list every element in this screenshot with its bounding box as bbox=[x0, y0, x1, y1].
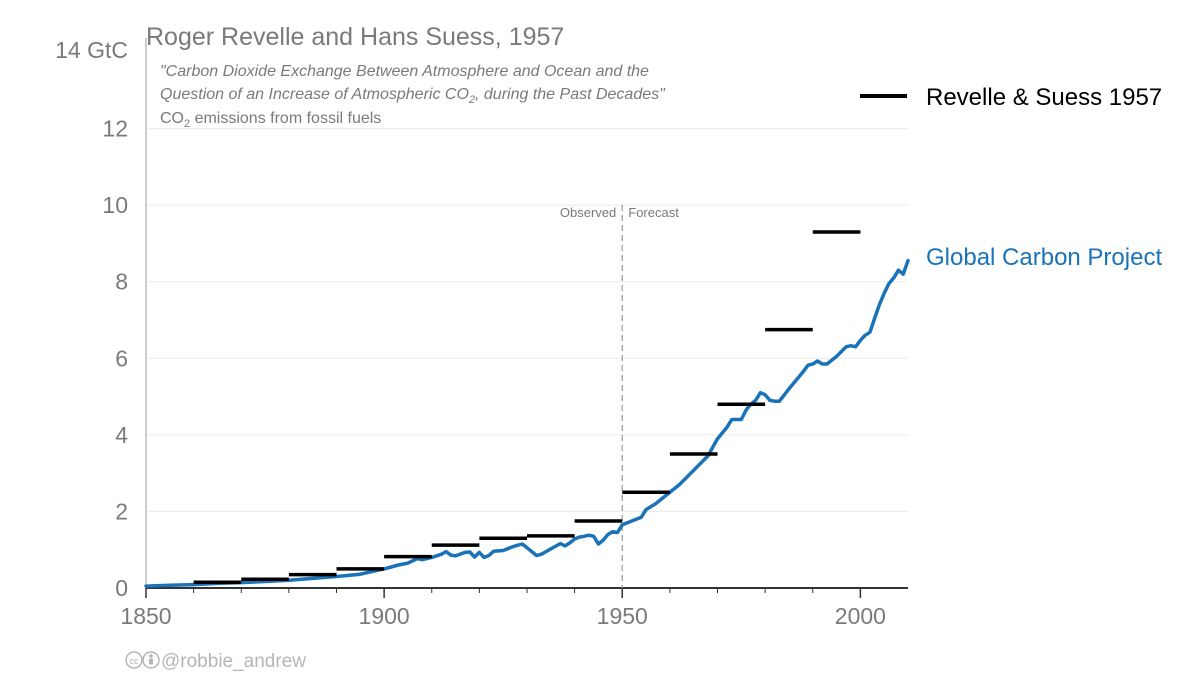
license-icons: cc bbox=[125, 651, 160, 669]
subtitle-post: emissions from fossil fuels bbox=[190, 110, 381, 127]
citation-line-1: "Carbon Dioxide Exchange Between Atmosph… bbox=[160, 63, 649, 80]
gridlines bbox=[146, 128, 908, 512]
legend-label-revelle-suess: Revelle & Suess 1957 bbox=[926, 84, 1162, 111]
forecast-label: Forecast bbox=[628, 205, 679, 220]
cc-icon bbox=[125, 651, 143, 669]
y-axis-top-label: 14 GtC bbox=[55, 37, 128, 63]
y-tick-labels: 0 2 4 6 8 10 12 bbox=[102, 116, 128, 601]
y-tick-label-6: 6 bbox=[115, 345, 128, 371]
x-tick-label-1900: 1900 bbox=[359, 603, 410, 629]
citation-line-2-post: , during the Past Decades" bbox=[475, 86, 666, 103]
y-tick-label-2: 2 bbox=[115, 498, 128, 524]
y-tick-label-0: 0 bbox=[115, 575, 128, 601]
x-tick-label-1850: 1850 bbox=[120, 603, 171, 629]
series-line-global-carbon-project bbox=[144, 258, 910, 588]
x-tick-label-2000: 2000 bbox=[835, 603, 886, 629]
y-tick-label-4: 4 bbox=[115, 422, 128, 448]
x-tick-label-1950: 1950 bbox=[597, 603, 648, 629]
chart-title: Roger Revelle and Hans Suess, 1957 bbox=[146, 23, 564, 51]
legend-label-global-carbon-project: Global Carbon Project bbox=[926, 244, 1162, 271]
credit-handle: @robbie_andrew bbox=[161, 651, 306, 672]
x-ticks: 1850 1900 1950 2000 bbox=[120, 588, 886, 629]
subtitle-pre: CO bbox=[160, 110, 184, 127]
y-tick-label-10: 10 bbox=[102, 192, 128, 218]
cc-icon-glyph: cc bbox=[130, 656, 140, 666]
attribution-icon-head bbox=[149, 654, 153, 658]
citation-line-2-pre: Question of an Increase of Atmospheric C… bbox=[160, 86, 469, 103]
attribution-icon bbox=[142, 651, 160, 669]
series-steps-revelle-suess bbox=[193, 230, 861, 585]
subtitle-sub: 2 bbox=[184, 118, 190, 130]
observed-label: Observed bbox=[560, 205, 616, 220]
y-tick-label-12: 12 bbox=[102, 116, 128, 142]
attribution-icon-body bbox=[149, 658, 153, 665]
y-tick-label-8: 8 bbox=[115, 269, 128, 295]
citation-line-2-sub: 2 bbox=[468, 94, 475, 106]
subtitle: CO2 emissions from fossil fuels bbox=[160, 110, 381, 130]
citation-line-2: Question of an Increase of Atmospheric C… bbox=[160, 86, 666, 106]
